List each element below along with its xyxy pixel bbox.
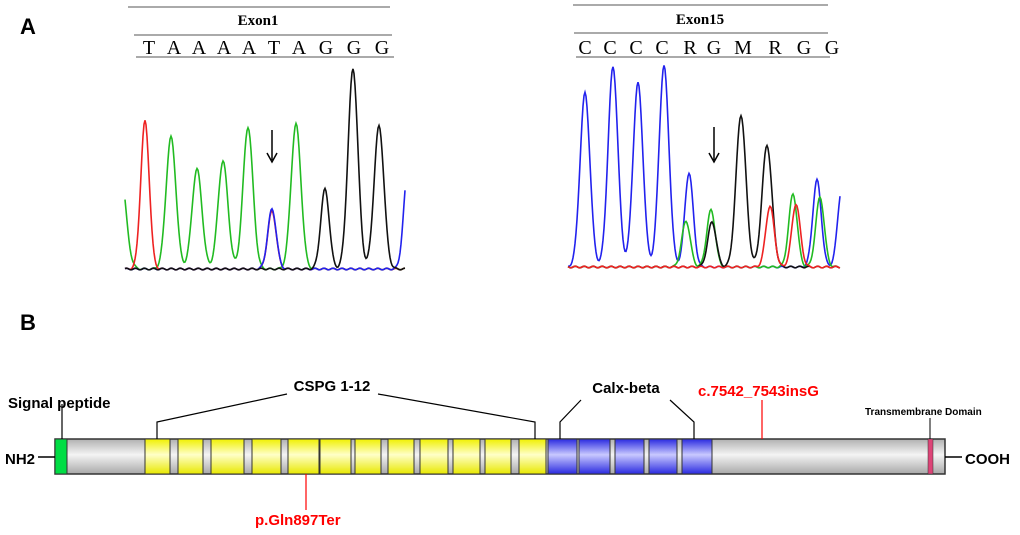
base-call: G <box>319 37 333 59</box>
nonsense-mutation-label: p.Gln897Ter <box>255 512 341 529</box>
calx-beta-domain <box>547 438 578 475</box>
exon15-title: Exon15 <box>676 12 724 28</box>
cspg-repeat-domain <box>419 438 449 475</box>
calx-beta-label: Calx-beta <box>592 380 660 397</box>
cspg-repeat-domain <box>287 438 320 475</box>
cspg-label: CSPG 1-12 <box>294 378 371 395</box>
calx-beta-domain <box>681 438 713 475</box>
cspg-repeat-domain <box>518 438 547 475</box>
trace-A <box>567 192 841 269</box>
base-call: G <box>375 37 389 59</box>
base-call: A <box>217 37 232 59</box>
cspg-repeat-domain <box>319 438 352 475</box>
cspg-repeat-domain <box>354 438 382 475</box>
calx-beta-domain <box>648 438 678 475</box>
insertion-mutation-label: c.7542_7543insG <box>698 383 819 400</box>
trace-C <box>124 190 406 271</box>
exon1-title: Exon1 <box>238 13 279 29</box>
signal-peptide-label: Signal peptide <box>8 395 111 412</box>
cspg-repeat-domain <box>484 438 512 475</box>
base-call: R <box>768 37 782 59</box>
exon15-chromatogram <box>567 65 841 269</box>
base-call: C <box>629 37 642 59</box>
base-call: R <box>683 37 697 59</box>
cspg-repeat-domain <box>387 438 415 475</box>
base-call: A <box>292 37 307 59</box>
base-call: M <box>734 37 752 59</box>
nh2-label: NH2 <box>5 451 35 468</box>
transmembrane-label: Transmembrane Domain <box>865 407 982 418</box>
base-call: A <box>167 37 182 59</box>
cspg-repeat-domain <box>251 438 282 475</box>
cooh-label: COOH <box>965 451 1010 468</box>
signal-peptide-domain <box>54 438 68 475</box>
panel-b-label: B <box>20 310 36 335</box>
cspg-repeat-domain <box>177 438 204 475</box>
base-call: A <box>192 37 207 59</box>
base-call: T <box>143 37 155 59</box>
base-call: G <box>707 37 721 59</box>
cspg-repeat-domain <box>210 438 245 475</box>
trace-T <box>567 203 841 269</box>
calx-beta-domain <box>614 438 645 475</box>
base-call: T <box>268 37 280 59</box>
cspg-repeat-domain <box>452 438 481 475</box>
base-call: C <box>655 37 668 59</box>
arrow-icon <box>708 127 720 164</box>
cspg-repeat-domain <box>144 438 171 475</box>
transmembrane-domain <box>927 438 934 475</box>
protein-domain-map: NH2 COOH Signal peptide CSPG 1-12 Calx-b… <box>5 378 1010 529</box>
panel-a-label: A <box>20 14 36 39</box>
arrow-icon <box>266 130 278 164</box>
exon1-chromatogram <box>124 68 406 271</box>
base-call: C <box>603 37 616 59</box>
base-call: G <box>825 37 839 59</box>
base-call: A <box>242 37 257 59</box>
base-call: G <box>797 37 811 59</box>
base-call: G <box>347 37 361 59</box>
calx-beta-domain <box>578 438 611 475</box>
base-call: C <box>578 37 591 59</box>
trace-G <box>124 68 406 271</box>
